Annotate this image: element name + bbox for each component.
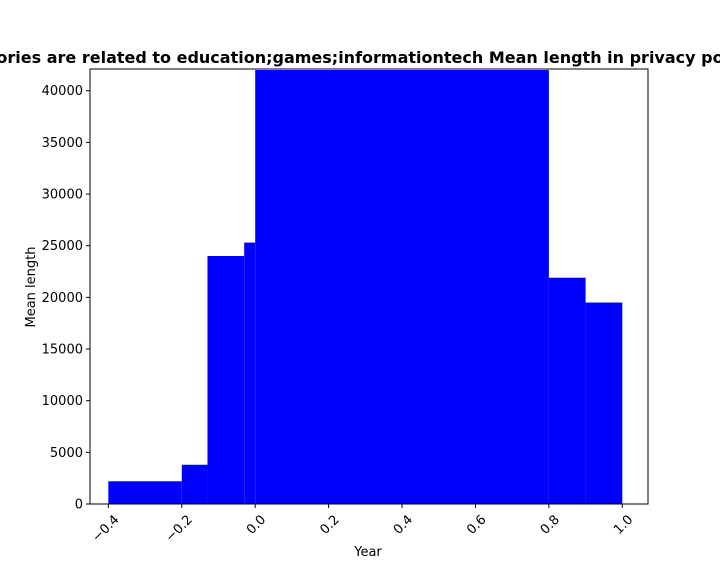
y-tick-label-8: 40000 xyxy=(42,84,83,99)
x-tick-label-7: 1.0 xyxy=(611,512,636,537)
bar-4 xyxy=(255,70,549,504)
x-tick-label-2: 0.0 xyxy=(244,512,269,537)
y-tick-label-4: 20000 xyxy=(42,291,83,306)
x-tick-label-1: −0.2 xyxy=(163,512,196,545)
bar-1 xyxy=(181,464,208,504)
bar-6 xyxy=(585,302,623,504)
x-tick-label-0: −0.4 xyxy=(89,512,122,545)
bar-2 xyxy=(207,256,245,504)
y-tick-label-7: 35000 xyxy=(42,136,83,151)
y-tick-label-3: 15000 xyxy=(42,343,83,358)
x-tick-label-4: 0.4 xyxy=(391,512,416,537)
x-tick-label-3: 0.2 xyxy=(317,512,342,537)
bars-layer xyxy=(108,70,623,504)
x-tick-label-5: 0.6 xyxy=(464,512,489,537)
y-tick-label-2: 10000 xyxy=(42,394,83,409)
y-tick-label-5: 25000 xyxy=(42,239,83,254)
y-tick-label-0: 0 xyxy=(75,498,83,513)
x-axis-label: Year xyxy=(353,545,382,560)
bar-5 xyxy=(548,277,586,504)
plot-frame xyxy=(89,68,649,505)
y-tick-label-1: 5000 xyxy=(50,446,83,461)
bar-3 xyxy=(244,242,256,504)
y-axis: 0 5000 10000 15000 20000 25000 30000 35000 40000 xyxy=(42,84,90,513)
chart-title: ories are related to education;games;inf… xyxy=(0,48,720,67)
y-axis-label: Mean length xyxy=(24,247,39,328)
x-axis: −0.4 −0.2 0.0 0.2 0.4 0.6 0.8 1.0 xyxy=(89,504,636,545)
bar-0 xyxy=(108,481,182,504)
y-tick-label-6: 30000 xyxy=(42,188,83,203)
x-tick-label-6: 0.8 xyxy=(538,512,563,537)
